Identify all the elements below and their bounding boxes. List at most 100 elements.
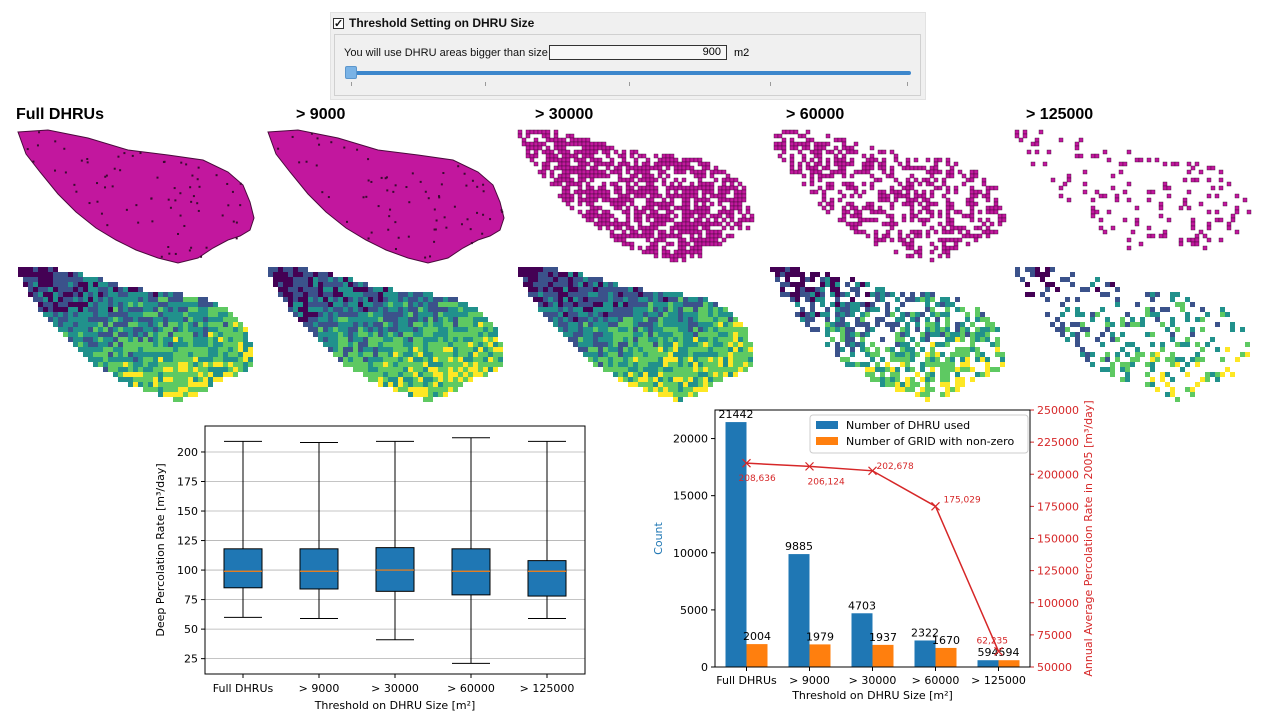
- percolation-map-cell: [900, 302, 905, 307]
- percolation-map-cell: [543, 292, 548, 297]
- dhru-map-cell: [697, 157, 703, 163]
- dhru-map-cell: [1034, 149, 1040, 155]
- percolation-map-cell: [1045, 312, 1050, 317]
- dhru-map-cell: [865, 205, 871, 211]
- dhru-map-cell: [367, 179, 370, 182]
- percolation-map-cell: [1080, 352, 1085, 357]
- percolation-map-cell: [403, 302, 408, 307]
- percolation-map-cell: [990, 322, 995, 327]
- percolation-map-cell: [283, 297, 288, 302]
- percolation-map-cell: [613, 347, 618, 352]
- threshold-checkbox[interactable]: ✓: [333, 17, 344, 30]
- dhru-map-cell: [665, 193, 671, 199]
- percolation-map-cell: [688, 322, 693, 327]
- percolation-map-cell: [458, 322, 463, 327]
- percolation-map-cell: [173, 302, 178, 307]
- dhru-map-cell: [577, 161, 583, 167]
- percolation-map-cell: [158, 382, 163, 387]
- percolation-map-cell: [688, 312, 693, 317]
- percolation-map-cell: [438, 317, 443, 322]
- percolation-map-cell: [458, 332, 463, 337]
- dhru-map-cell: [649, 189, 655, 195]
- percolation-map-cell: [618, 302, 623, 307]
- percolation-map-cell: [915, 297, 920, 302]
- threshold-header[interactable]: ✓ Threshold Setting on DHRU Size: [333, 16, 534, 30]
- dhru-map-cell: [717, 185, 723, 191]
- dhru-map-cell: [737, 181, 743, 187]
- percolation-map-cell: [623, 357, 628, 362]
- percolation-map-cell: [338, 282, 343, 287]
- dhru-map-cell: [661, 157, 667, 163]
- percolation-map-cell: [158, 312, 163, 317]
- percolation-map-cell: [698, 307, 703, 312]
- percolation-map-cell: [673, 332, 678, 337]
- percolation-map-cell: [708, 352, 713, 357]
- percolation-map-cell: [688, 297, 693, 302]
- percolation-map-cell: [323, 327, 328, 332]
- dhru-map-4: [1014, 129, 1252, 251]
- percolation-map-cell: [73, 312, 78, 317]
- dhru-map-cell: [1014, 133, 1020, 139]
- percolation-map-cell: [308, 297, 313, 302]
- percolation-map-cell: [423, 322, 428, 327]
- percolation-map-cell: [1180, 302, 1185, 307]
- threshold-value-field[interactable]: 900: [549, 45, 727, 60]
- percolation-map-cell: [193, 367, 198, 372]
- percolation-map-cell: [683, 367, 688, 372]
- percolation-map-cell: [1170, 362, 1175, 367]
- percolation-map-cell: [915, 312, 920, 317]
- percolation-map-cell: [855, 362, 860, 367]
- dhru-map-cell: [877, 149, 883, 155]
- percolation-map-cell: [193, 307, 198, 312]
- percolation-map-cell: [403, 297, 408, 302]
- dhru-map-cell: [797, 161, 803, 167]
- percolation-map-cell: [488, 367, 493, 372]
- percolation-map-cell: [643, 387, 648, 392]
- percolation-map-cell: [63, 277, 68, 282]
- dhru-map-cell: [701, 221, 707, 227]
- percolation-map-cell: [398, 372, 403, 377]
- dhru-map-cell: [581, 165, 587, 171]
- percolation-map-cell: [1080, 312, 1085, 317]
- map-title-30000: > 30000: [535, 106, 594, 123]
- dhru-map-cell: [86, 161, 89, 164]
- percolation-map-cell: [855, 342, 860, 347]
- percolation-map-cell: [723, 307, 728, 312]
- dhru-map-cell: [96, 200, 99, 203]
- percolation-map-cell: [718, 367, 723, 372]
- percolation-map-cell: [248, 352, 253, 357]
- percolation-map-cell: [203, 347, 208, 352]
- dhru-map-cell: [1178, 241, 1184, 247]
- percolation-map-cell: [178, 332, 183, 337]
- percolation-map-cell: [283, 267, 288, 272]
- percolation-map-cell: [563, 332, 568, 337]
- percolation-map-cell: [920, 387, 925, 392]
- percolation-map-cell: [1125, 367, 1130, 372]
- dhru-map-cell: [191, 174, 194, 177]
- dhru-map-cell: [625, 185, 631, 191]
- percolation-map-cell: [563, 302, 568, 307]
- dhru-map-cell: [669, 241, 675, 247]
- threshold-slider-track[interactable]: [349, 71, 911, 75]
- dhru-map-cell: [613, 197, 619, 203]
- percolation-map-cell: [800, 287, 805, 292]
- boxplot-ytick-label: 100: [177, 564, 198, 577]
- percolation-map-cell: [900, 337, 905, 342]
- dhru-map-cell: [741, 213, 747, 219]
- dhru-map-cell: [681, 169, 687, 175]
- percolation-map-cell: [588, 317, 593, 322]
- percolation-map-cell: [428, 317, 433, 322]
- percolation-map-cell: [78, 317, 83, 322]
- percolation-map-cell: [298, 317, 303, 322]
- percolation-map-cell: [433, 342, 438, 347]
- percolation-map-cell: [348, 342, 353, 347]
- dhru-map-cell: [837, 161, 843, 167]
- percolation-map-cell: [970, 337, 975, 342]
- dhru-map-cell: [653, 249, 659, 255]
- dhru-map-cell: [521, 141, 527, 147]
- percolation-map-cell: [58, 307, 63, 312]
- percolation-map-cell: [88, 292, 93, 297]
- dhru-map-cell: [849, 173, 855, 179]
- threshold-slider-thumb[interactable]: [345, 66, 357, 79]
- percolation-map-cell: [198, 347, 203, 352]
